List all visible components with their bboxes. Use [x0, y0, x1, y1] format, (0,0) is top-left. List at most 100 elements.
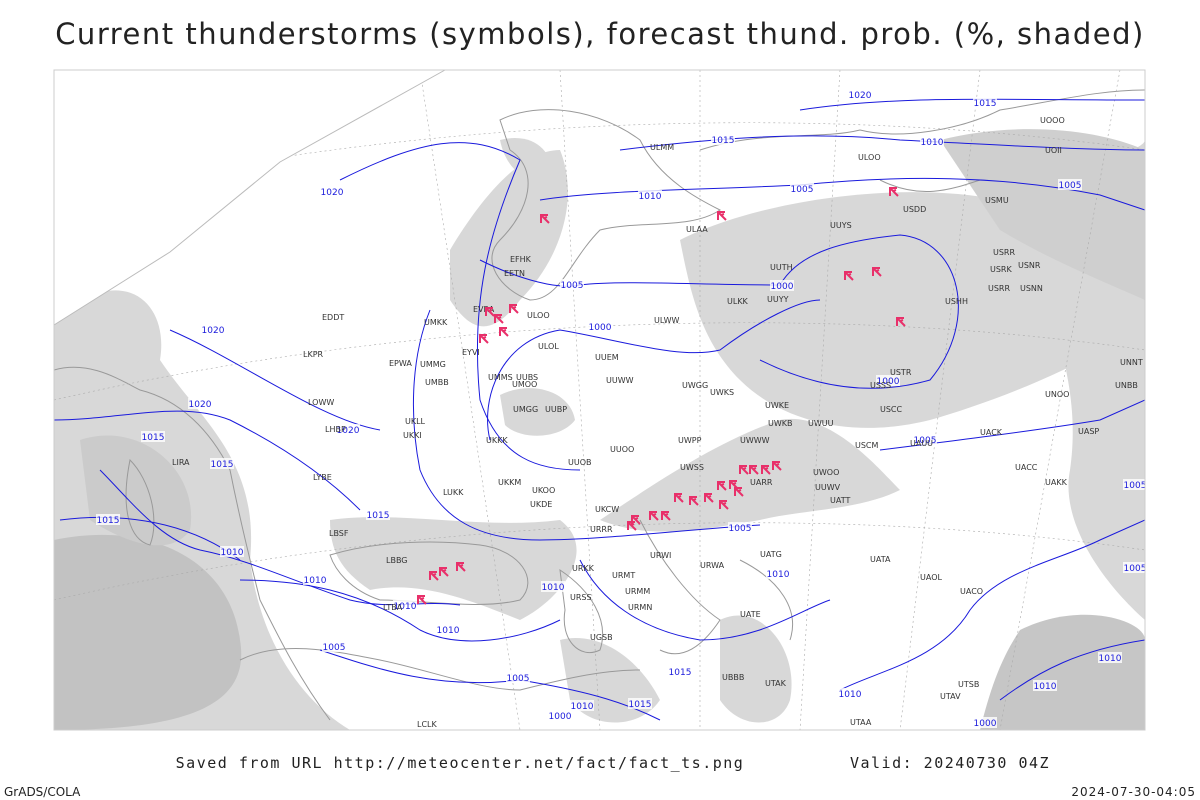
station-label: EVRA — [473, 305, 495, 314]
station-label: USTR — [890, 368, 912, 377]
isobar-label-bg — [210, 458, 234, 469]
isobar-label: 1010 — [304, 576, 327, 586]
isobar-label-bg — [320, 186, 344, 197]
station-label: URWI — [650, 551, 671, 560]
isobar-label-bg — [188, 398, 212, 409]
isobar-label: 1015 — [669, 668, 692, 678]
thunderstorm-symbol — [872, 267, 882, 277]
thunderstorm-symbol — [717, 211, 727, 221]
isobar-label-bg — [220, 546, 244, 557]
source-url: Saved from URL http://meteocenter.net/fa… — [176, 754, 745, 772]
station-label: UMGG — [513, 405, 538, 414]
station-label: UUYS — [830, 221, 852, 230]
station-label: UWKB — [768, 419, 793, 428]
isobar-label: 1010 — [221, 548, 244, 558]
station-label: ULWW — [654, 316, 679, 325]
isobar-label: 1015 — [629, 700, 652, 710]
station-label: ULOO — [858, 153, 881, 162]
station-label: UKKI — [403, 431, 422, 440]
title: Current thunderstorms (symbols), forecas… — [55, 17, 1145, 51]
station-label: ULOO — [527, 311, 550, 320]
isobar-label-bg — [638, 190, 662, 201]
station-label: UUWW — [606, 376, 634, 385]
isobar-label: 1015 — [712, 136, 735, 146]
station-label: UUBP — [545, 405, 567, 414]
isobar-label: 1000 — [771, 282, 794, 292]
station-label: UKDE — [530, 500, 552, 509]
isobar-label-bg — [848, 89, 872, 100]
station-label: LCLK — [417, 720, 438, 729]
station-label: USRR — [993, 248, 1015, 257]
station-label: UUWV — [815, 483, 841, 492]
isobar-label: 1005 — [561, 281, 584, 291]
station-label: LBBG — [386, 556, 408, 565]
station-label: UAKK — [1045, 478, 1068, 487]
isobar-label-bg — [770, 280, 794, 291]
station-label: USCM — [855, 441, 879, 450]
isobar-label: 1005 — [323, 643, 346, 653]
station-label: UKKK — [486, 436, 508, 445]
station-label: UGSB — [590, 633, 613, 642]
isobar-label-bg — [1123, 479, 1145, 490]
thunderstorm-symbol — [704, 493, 714, 503]
isobar-label: 1020 — [321, 188, 344, 198]
isobar-label: 1015 — [367, 511, 390, 521]
station-label: UACK — [980, 428, 1003, 437]
isobar-label-bg — [1033, 680, 1057, 691]
thunderstorm-symbol — [772, 461, 782, 471]
station-label: LTBA — [383, 603, 403, 612]
thunderstorm-symbol — [631, 515, 641, 525]
station-label: EDDT — [322, 313, 344, 322]
map-edge — [53, 69, 446, 326]
station-label: UKOO — [532, 486, 555, 495]
station-label: UWUU — [808, 419, 834, 428]
thunderstorm-symbol — [717, 481, 727, 491]
station-label: UMMS — [488, 373, 513, 382]
isobar-label-bg — [541, 581, 565, 592]
isobar-label: 1010 — [394, 602, 417, 612]
coastlines — [54, 89, 1145, 721]
thunderstorm-symbol — [417, 595, 427, 605]
station-label: UWKE — [765, 401, 789, 410]
thunderstorm-symbol — [761, 465, 771, 475]
isobar-label: 1010 — [1099, 654, 1122, 664]
thunderstorm-symbol — [896, 317, 906, 327]
thunderstorm-symbol — [649, 511, 659, 521]
thunderstorm-symbol — [540, 214, 550, 224]
isobar-label: 1005 — [1124, 564, 1147, 574]
station-label: LIRA — [172, 458, 190, 467]
station-label: UUYY — [767, 295, 789, 304]
thunderstorm-symbols — [417, 187, 906, 605]
station-label: ULKK — [727, 297, 749, 306]
thunderstorm-symbol — [456, 562, 466, 572]
isobar-label: 1020 — [202, 326, 225, 336]
thunderstorm-symbol — [509, 304, 519, 314]
map-labels: 1020 1015 1015 1010 1005 1005 1010 1020 1005 1000… — [96, 89, 1147, 729]
isobar-label-bg — [973, 717, 997, 728]
isobar-label: 1010 — [767, 570, 790, 580]
thunderstorm-symbol — [689, 496, 699, 506]
isobar-label-bg — [560, 279, 584, 290]
thunderstorm-symbol — [439, 567, 449, 577]
isobar-label-bg — [838, 688, 862, 699]
station-label: UACC — [1015, 463, 1038, 472]
isobar-label-bg — [628, 698, 652, 709]
isobar-label-bg — [728, 522, 752, 533]
thunderstorm-symbol — [485, 307, 495, 317]
timestamp: 2024-07-30-04:05 — [1071, 785, 1196, 799]
thunderstorm-symbol — [429, 571, 439, 581]
station-label: URMN — [628, 603, 652, 612]
isobar-label: 1005 — [1059, 181, 1082, 191]
isobar-label: 1010 — [839, 690, 862, 700]
isobar-label-bg — [303, 574, 327, 585]
station-label: UTAA — [850, 718, 872, 727]
station-label: UKCW — [595, 505, 619, 514]
station-label: UWOO — [813, 468, 839, 477]
isobar-label-bg — [1098, 652, 1122, 663]
station-label: UTSB — [958, 680, 979, 689]
isobar-label: 1000 — [589, 323, 612, 333]
isobar-label-bg — [393, 600, 417, 611]
map-area: 1020 1015 1015 1010 1005 1005 1010 1020 1005 1000… — [54, 70, 1147, 730]
isobar-label: 1005 — [507, 674, 530, 684]
meridians — [54, 70, 1145, 730]
